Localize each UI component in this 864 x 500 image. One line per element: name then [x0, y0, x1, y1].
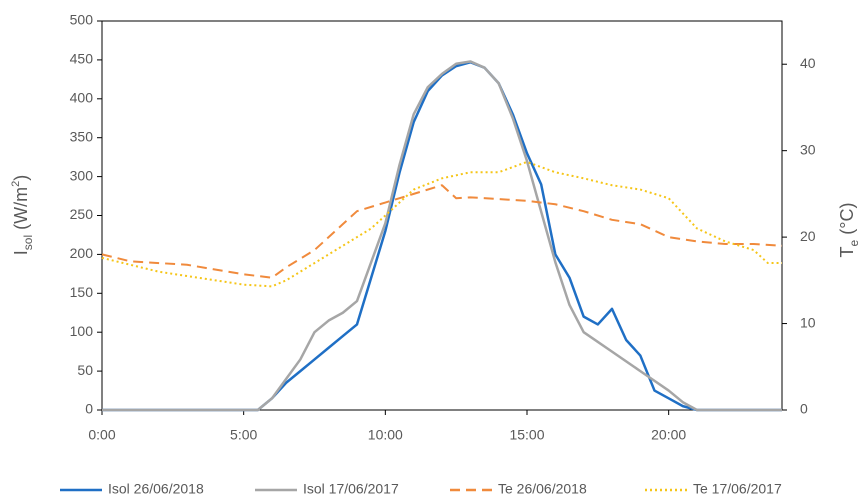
legend-item: Te 26/06/2018	[450, 481, 587, 497]
y2-tick-label: 40	[800, 55, 816, 71]
axis-title-part: 2	[10, 181, 22, 187]
series-line	[102, 60, 782, 412]
axis-title-part: )	[11, 175, 31, 181]
legend-item: Isol 17/06/2017	[255, 481, 399, 497]
y2-tick-label: 0	[800, 401, 808, 417]
series-line	[101, 184, 783, 279]
series-line	[102, 60, 782, 412]
x-tick-label: 0:00	[88, 427, 115, 443]
legend-item: Te 17/06/2017	[645, 481, 782, 497]
legend-label: Te 17/06/2017	[693, 481, 782, 497]
y-tick-label: 300	[70, 167, 94, 183]
axis-title-part: e	[847, 239, 861, 246]
y-tick-label: 200	[70, 245, 94, 261]
axis-title: Te (°C)	[837, 203, 861, 258]
y2-tick-label: 20	[800, 228, 816, 244]
x-tick-label: 15:00	[509, 427, 544, 443]
axis-title-part: T	[837, 246, 857, 257]
legend-label: Isol 17/06/2017	[303, 481, 399, 497]
y2-tick-label: 10	[800, 314, 816, 330]
y-tick-label: 500	[70, 12, 94, 28]
axis-title-part: (°C)	[837, 203, 857, 240]
y-tick-label: 350	[70, 128, 94, 144]
axis-title-part: I	[11, 250, 31, 255]
legend-item: Isol 26/06/2018	[60, 481, 204, 497]
y-tick-label: 50	[77, 362, 93, 378]
legend-label: Isol 26/06/2018	[108, 481, 204, 497]
axis-title-part: sol	[21, 235, 35, 250]
y-tick-label: 450	[70, 51, 94, 67]
legend-label: Te 26/06/2018	[498, 481, 587, 497]
y2-tick-label: 30	[800, 141, 816, 157]
y-tick-label: 0	[85, 401, 93, 417]
series-line	[101, 160, 782, 288]
y-tick-label: 100	[70, 323, 94, 339]
axis-title-part: (W/m	[11, 187, 31, 235]
axis-title: Isol (W/m2)	[10, 175, 35, 255]
y-tick-label: 250	[70, 206, 94, 222]
y-tick-label: 150	[70, 284, 94, 300]
y-tick-label: 400	[70, 90, 94, 106]
x-tick-label: 20:00	[651, 427, 686, 443]
plot-frame	[101, 20, 783, 411]
x-tick-label: 10:00	[368, 427, 403, 443]
x-tick-label: 5:00	[230, 427, 257, 443]
